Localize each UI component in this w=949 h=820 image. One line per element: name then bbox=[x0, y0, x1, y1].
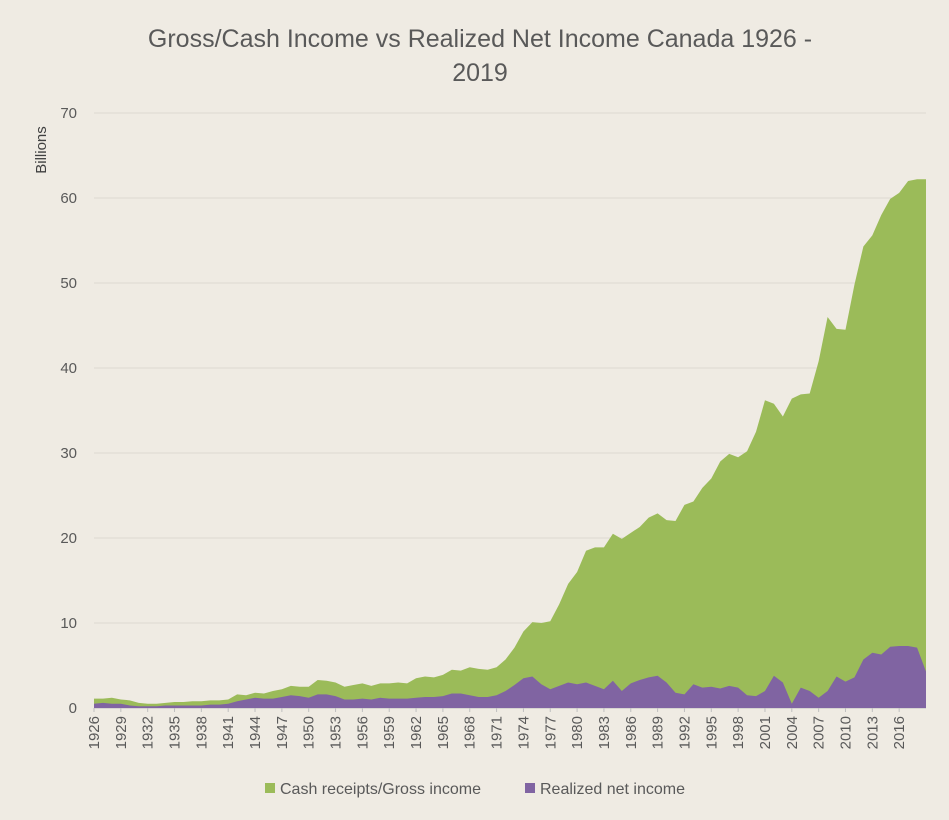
x-tick-label: 2007 bbox=[811, 716, 828, 749]
legend-label-net: Realized net income bbox=[540, 781, 685, 798]
y-tick-labels: 0 10 20 30 40 50 60 70 bbox=[60, 105, 77, 717]
x-tick-label: 1929 bbox=[113, 716, 130, 749]
x-tick-label: 1986 bbox=[623, 716, 640, 749]
legend-label-gross: Cash receipts/Gross income bbox=[280, 781, 481, 798]
x-tick-label: 1992 bbox=[676, 716, 693, 749]
y-tick-label: 30 bbox=[60, 445, 77, 462]
x-tick-labels: 1926 1929 1932 1935 1938 1941 1944 1947 1950 1953… bbox=[86, 708, 908, 749]
x-tick-label: 1938 bbox=[193, 716, 210, 749]
y-tick-label: 0 bbox=[69, 700, 77, 717]
series-areas bbox=[94, 179, 926, 709]
chart-title-line1: Gross/Cash Income vs Realized Net Income… bbox=[148, 25, 812, 53]
x-tick-label: 1941 bbox=[220, 716, 237, 749]
x-tick-label: 1962 bbox=[408, 716, 425, 749]
x-tick-label: 1944 bbox=[247, 716, 264, 749]
x-tick-label: 1953 bbox=[328, 716, 345, 749]
x-tick-label: 1995 bbox=[703, 716, 720, 749]
x-tick-label: 1950 bbox=[301, 716, 318, 749]
x-tick-label: 1947 bbox=[274, 716, 291, 749]
x-tick-label: 1935 bbox=[167, 716, 184, 749]
y-tick-label: 40 bbox=[60, 360, 77, 377]
legend-swatch-gross bbox=[265, 783, 275, 793]
x-tick-label: 1980 bbox=[569, 716, 586, 749]
x-tick-label: 2004 bbox=[784, 716, 801, 749]
x-tick-label: 1989 bbox=[650, 716, 667, 749]
x-tick-label: 1932 bbox=[140, 716, 157, 749]
x-tick-label: 1956 bbox=[354, 716, 371, 749]
x-tick-label: 2001 bbox=[757, 716, 774, 749]
x-tick-label: 1968 bbox=[462, 716, 479, 749]
x-tick-label: 1965 bbox=[435, 716, 452, 749]
legend-swatch-net bbox=[525, 783, 535, 793]
x-tick-label: 1977 bbox=[542, 716, 559, 749]
x-tick-label: 1983 bbox=[596, 716, 613, 749]
y-axis-label: Billions bbox=[33, 126, 50, 174]
y-tick-label: 70 bbox=[60, 105, 77, 122]
x-tick-label: 2013 bbox=[864, 716, 881, 749]
y-tick-label: 10 bbox=[60, 615, 77, 632]
y-tick-label: 60 bbox=[60, 190, 77, 207]
y-tick-label: 20 bbox=[60, 530, 77, 547]
area-cash-receipts-gross-income bbox=[94, 179, 926, 709]
x-tick-label: 1959 bbox=[381, 716, 398, 749]
x-tick-label: 1974 bbox=[515, 716, 532, 749]
gridlines bbox=[94, 112, 926, 709]
chart-title-line2: 2019 bbox=[452, 59, 508, 87]
x-tick-label: 1998 bbox=[730, 716, 747, 749]
y-tick-label: 50 bbox=[60, 275, 77, 292]
area-realized-net-income bbox=[94, 645, 926, 708]
x-tick-label: 1926 bbox=[86, 716, 103, 749]
x-tick-label: 2016 bbox=[891, 716, 908, 749]
x-tick-label: 1971 bbox=[489, 716, 506, 749]
legend: Cash receipts/Gross income Realized net … bbox=[265, 781, 685, 798]
x-tick-label: 2010 bbox=[837, 716, 854, 749]
